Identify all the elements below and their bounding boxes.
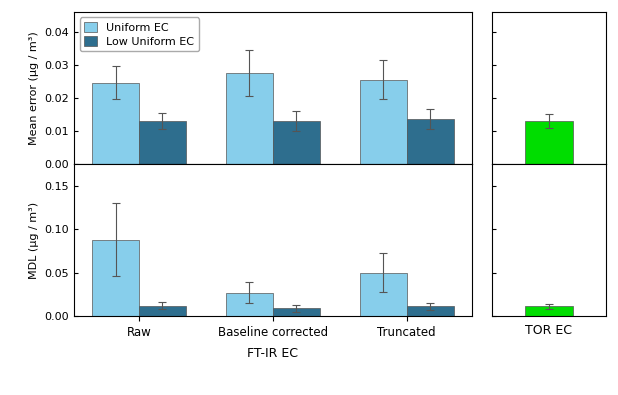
Bar <box>139 306 186 316</box>
Bar <box>273 308 320 316</box>
Bar <box>226 73 273 164</box>
Bar <box>407 119 454 164</box>
Bar <box>360 80 407 164</box>
X-axis label: TOR EC: TOR EC <box>525 324 572 337</box>
Bar <box>360 273 407 316</box>
X-axis label: FT-IR EC: FT-IR EC <box>247 347 298 360</box>
Bar <box>525 307 573 316</box>
Bar <box>525 121 573 164</box>
Bar <box>407 307 454 316</box>
Bar <box>226 293 273 316</box>
Bar <box>139 121 186 164</box>
Bar <box>92 239 139 316</box>
Legend: Uniform EC, Low Uniform EC: Uniform EC, Low Uniform EC <box>80 17 199 51</box>
Y-axis label: MDL (µg / m³): MDL (µg / m³) <box>29 201 39 278</box>
Bar <box>92 83 139 164</box>
Y-axis label: Mean error (µg / m³): Mean error (µg / m³) <box>29 31 39 145</box>
Bar <box>273 121 320 164</box>
